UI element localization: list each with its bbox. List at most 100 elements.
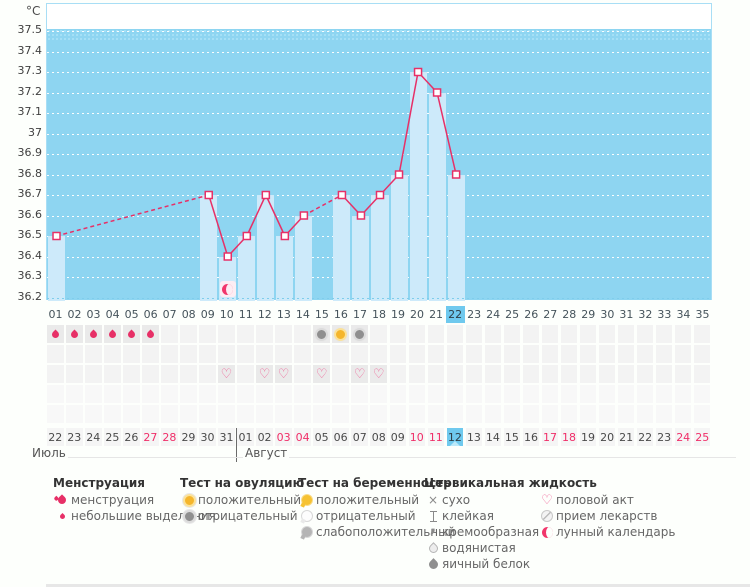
symbol-cell[interactable] [389, 325, 407, 343]
symbol-cell[interactable] [579, 385, 597, 403]
symbol-cell[interactable] [47, 365, 64, 383]
symbol-cell[interactable] [655, 405, 673, 423]
symbol-cell[interactable] [180, 365, 197, 383]
symbol-cell[interactable] [218, 325, 235, 343]
date-cell[interactable]: 22 [47, 428, 64, 446]
symbol-cell[interactable] [522, 405, 540, 423]
symbol-cell[interactable] [579, 345, 597, 363]
date-cell[interactable]: 16 [522, 428, 540, 446]
symbol-cell[interactable] [503, 325, 521, 343]
date-cell[interactable]: 10 [408, 428, 426, 446]
symbol-cell[interactable] [617, 385, 635, 403]
symbol-cell[interactable] [674, 405, 692, 423]
symbol-cell[interactable] [275, 385, 292, 403]
symbol-cell[interactable] [237, 385, 254, 403]
cycle-day-label[interactable]: 02 [67, 308, 82, 321]
symbol-cell[interactable] [636, 385, 654, 403]
cycle-day-label[interactable]: 14 [295, 308, 310, 321]
cycle-day-label[interactable]: 33 [657, 308, 672, 321]
menstruation-cell[interactable] [142, 325, 159, 343]
symbol-cell[interactable] [503, 405, 521, 423]
symbol-cell[interactable] [104, 345, 121, 363]
symbol-cell[interactable] [636, 345, 654, 363]
cycle-day-label[interactable]: 32 [638, 308, 653, 321]
symbol-cell[interactable] [636, 365, 654, 383]
symbol-cell[interactable] [389, 405, 407, 423]
symbol-cell[interactable] [237, 325, 254, 343]
symbol-cell[interactable] [332, 385, 349, 403]
symbol-cell[interactable] [237, 365, 254, 383]
cycle-day-label[interactable]: 17 [352, 308, 367, 321]
cycle-day-label[interactable]: 30 [600, 308, 615, 321]
symbol-cell[interactable] [294, 365, 311, 383]
date-cell[interactable]: 30 [199, 428, 216, 446]
symbol-cell[interactable] [655, 385, 673, 403]
date-cell[interactable]: 07 [351, 428, 368, 446]
symbol-cell[interactable] [180, 405, 197, 423]
symbol-cell[interactable] [351, 385, 368, 403]
cycle-day-label[interactable]: 16 [333, 308, 348, 321]
date-cell[interactable]: 14 [484, 428, 502, 446]
symbol-cell[interactable] [598, 365, 616, 383]
symbol-cell[interactable] [142, 385, 159, 403]
symbol-cell[interactable] [579, 365, 597, 383]
symbol-cell[interactable] [693, 345, 711, 363]
intercourse-cell[interactable]: ♡ [275, 365, 292, 383]
date-cell[interactable]: 24 [674, 428, 692, 446]
cycle-day-label[interactable]: 07 [162, 308, 177, 321]
symbol-cell[interactable] [161, 405, 178, 423]
date-cell[interactable]: 01 [237, 428, 254, 446]
cycle-day-label[interactable]: 29 [581, 308, 596, 321]
date-cell[interactable]: 27 [142, 428, 159, 446]
symbol-cell[interactable] [104, 405, 121, 423]
date-cell[interactable]: 19 [579, 428, 597, 446]
symbol-cell[interactable] [66, 405, 83, 423]
cycle-day-label[interactable]: 05 [124, 308, 139, 321]
symbol-cell[interactable] [47, 405, 64, 423]
symbol-cell[interactable] [598, 345, 616, 363]
ovulation-test-cell[interactable] [332, 325, 349, 343]
cycle-day-label[interactable]: 27 [543, 308, 558, 321]
symbol-cell[interactable] [256, 405, 273, 423]
symbol-cell[interactable] [389, 345, 407, 363]
symbol-cell[interactable] [389, 365, 407, 383]
symbol-cell[interactable] [294, 345, 311, 363]
cycle-day-label[interactable]: 34 [676, 308, 691, 321]
symbol-cell[interactable] [142, 345, 159, 363]
symbol-cell[interactable] [313, 405, 330, 423]
cycle-day-label[interactable]: 21 [429, 308, 444, 321]
symbol-cell[interactable] [579, 325, 597, 343]
symbol-cell[interactable] [85, 365, 102, 383]
symbol-cell[interactable] [617, 365, 635, 383]
cycle-day-label[interactable]: 18 [371, 308, 386, 321]
symbol-cell[interactable] [503, 385, 521, 403]
date-cell[interactable]: 23 [655, 428, 673, 446]
symbol-cell[interactable] [408, 345, 426, 363]
symbol-cell[interactable] [617, 405, 635, 423]
symbol-cell[interactable] [104, 385, 121, 403]
date-cell[interactable]: 11 [427, 428, 445, 446]
symbol-cell[interactable] [655, 345, 673, 363]
symbol-cell[interactable] [237, 345, 254, 363]
symbol-cell[interactable] [161, 325, 178, 343]
date-cell[interactable]: 25 [693, 428, 711, 446]
symbol-cell[interactable] [370, 345, 387, 363]
symbol-cell[interactable] [313, 385, 330, 403]
symbol-cell[interactable] [674, 365, 692, 383]
symbol-cell[interactable] [142, 405, 159, 423]
date-cell[interactable]: 26 [123, 428, 140, 446]
symbol-cell[interactable] [218, 405, 235, 423]
symbol-cell[interactable] [484, 365, 502, 383]
symbol-cell[interactable] [180, 345, 197, 363]
symbol-cell[interactable] [427, 385, 445, 403]
symbol-cell[interactable] [674, 385, 692, 403]
cycle-day-label[interactable]: 01 [48, 308, 63, 321]
date-cell[interactable]: 21 [617, 428, 635, 446]
menstruation-cell[interactable] [104, 325, 121, 343]
date-cell[interactable]: 13 [465, 428, 483, 446]
symbol-cell[interactable] [522, 345, 540, 363]
symbol-cell[interactable] [598, 325, 616, 343]
date-cell[interactable]: 23 [66, 428, 83, 446]
cycle-day-label[interactable]: 04 [105, 308, 120, 321]
symbol-cell[interactable] [275, 405, 292, 423]
